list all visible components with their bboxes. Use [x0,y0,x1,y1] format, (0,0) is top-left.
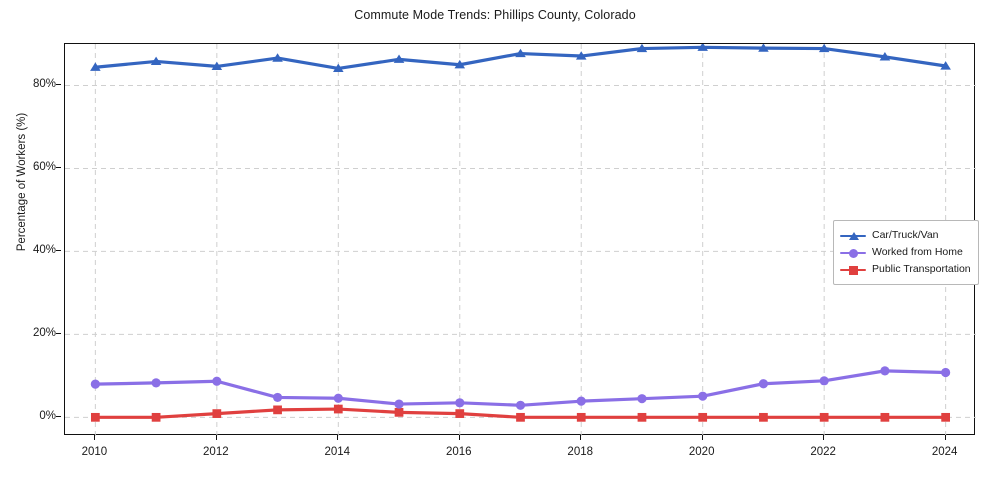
y-axis-tick-label: 0% [39,410,56,423]
y-axis-tick-marks [0,43,64,435]
x-axis-tick-mark [580,435,582,440]
data-point-marker [576,412,586,422]
data-point-marker [273,405,282,415]
data-point-marker [758,379,769,389]
data-point-marker [150,56,162,66]
series-worked-from-home [90,366,951,410]
x-axis-tick-label: 2012 [203,446,229,458]
data-point-marker [759,412,768,422]
data-point-marker [455,409,465,418]
data-point-marker [940,61,951,70]
triangle-marker-icon [848,231,859,240]
x-axis-tick-mark [823,435,825,440]
x-axis-tick-label: 2014 [324,446,351,458]
legend-label: Public Transportation [872,263,971,275]
data-point-marker [272,53,283,62]
data-point-marker [576,396,586,406]
data-point-marker [637,394,647,404]
data-point-marker [333,63,344,73]
data-point-marker [516,412,525,422]
y-axis-tick-label: 40% [32,244,56,257]
y-axis-tick-mark [56,167,61,169]
legend-item-car-truck-van[interactable]: Car/Truck/Van [840,227,971,244]
data-point-marker [272,392,283,403]
data-point-marker [637,412,647,422]
page-title: Commute Mode Trends: Phillips County, Co… [354,8,636,22]
data-point-marker [151,412,161,422]
data-point-marker [394,407,404,417]
plot-area [64,43,976,436]
data-point-marker [455,398,465,408]
data-point-marker [151,378,161,388]
x-axis-tick-labels: 2010 2012 2014 2016 2018 2020 2022 2024 [64,435,975,475]
data-point-marker [941,367,951,378]
data-point-marker [880,412,890,422]
y-axis-tick-mark [56,84,61,86]
data-point-marker [698,412,708,422]
legend-item-public-transportation[interactable]: Public Transportation [840,261,971,278]
chart-legend[interactable]: Car/Truck/Van Worked from Home Public Tran… [833,220,979,285]
legend-swatch [840,246,866,259]
data-point-marker [758,44,769,52]
series-public-transportation [90,404,951,422]
data-point-marker [212,376,222,386]
data-point-marker [393,54,405,63]
x-axis-tick-mark [337,435,339,440]
data-point-marker [515,48,526,58]
x-axis-tick-label: 2020 [688,446,715,458]
x-axis-tick-mark [701,435,703,440]
data-point-marker [819,412,829,422]
data-point-marker [879,52,891,61]
y-axis-tick-mark [56,416,61,418]
data-point-marker [818,44,830,53]
legend-item-worked-from-home[interactable]: Worked from Home [840,244,971,261]
square-marker-icon [849,265,858,275]
x-axis-tick-label: 2018 [567,446,594,458]
y-axis-tick-labels: 0% 20% 40% 60% 80% [12,43,56,435]
data-point-marker [515,400,526,410]
data-point-marker [211,61,223,70]
x-axis-tick-label: 2024 [931,446,958,458]
legend-label: Worked from Home [872,246,963,258]
data-point-marker [454,59,466,69]
circle-marker-icon [849,248,858,258]
y-axis-tick-mark [56,333,61,335]
data-point-marker [575,51,587,60]
y-axis-tick-label: 60% [32,161,56,174]
data-point-marker [90,412,100,422]
x-axis-tick-mark [94,435,96,440]
data-point-marker [394,399,404,409]
data-point-marker [636,44,648,53]
series-car-truck-van [90,44,951,73]
data-point-marker [941,412,951,422]
data-point-marker [333,404,343,414]
x-axis-tick-label: 2016 [445,446,472,458]
x-axis-tick-label: 2010 [81,446,108,458]
y-axis-tick-mark [56,250,61,252]
legend-swatch [840,263,866,276]
x-axis-tick-label: 2022 [810,446,836,458]
data-point-marker [212,409,222,418]
series-line [93,369,948,407]
legend-label: Car/Truck/Van [872,229,939,241]
data-point-marker [90,62,101,71]
data-point-marker [697,44,708,51]
data-point-marker [880,366,890,376]
x-axis-tick-mark [215,435,217,440]
legend-swatch [840,229,866,242]
y-axis-tick-label: 80% [32,78,56,91]
plot-svg [65,44,976,436]
data-point-marker [90,379,100,389]
x-axis-tick-mark [944,435,946,440]
y-axis-tick-label: 20% [32,327,56,340]
x-axis-tick-mark [458,435,460,440]
data-point-marker [819,376,829,386]
data-point-marker [333,393,343,403]
data-point-marker [698,391,708,401]
